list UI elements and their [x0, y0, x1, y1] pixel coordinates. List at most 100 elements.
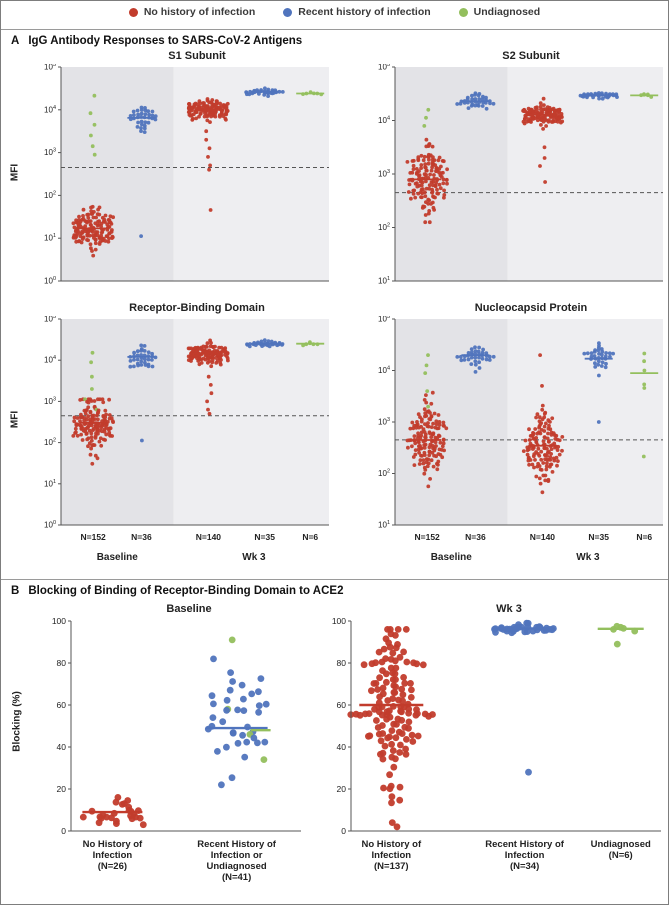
subplot-s1: S1 Subunit 100 101 102 103 104 105	[27, 49, 333, 289]
svg-text:103: 103	[378, 417, 390, 427]
svg-text:Infection: Infection	[372, 850, 412, 861]
green-dot-icon	[458, 7, 468, 17]
chart-nucleocapsid: 101 102 103 104 105 N=152 N=36 N=140 N=35 N=6 Base…	[378, 314, 663, 563]
red-dot-icon	[128, 7, 138, 17]
svg-text:Undiagnosed: Undiagnosed	[591, 839, 651, 850]
svg-text:Infection: Infection	[505, 850, 545, 861]
svg-text:105: 105	[378, 316, 390, 324]
svg-text:Infection or: Infection or	[211, 850, 263, 861]
legend-item-no-history: No history of infection	[128, 6, 256, 18]
svg-text:105: 105	[44, 64, 56, 72]
divider-middle	[1, 579, 668, 580]
panel-b-header: B Blocking of Binding of Receptor-Bindin…	[11, 585, 343, 597]
subplot-rbd: Receptor-Binding Domain 100 101 102 103 104 1…	[27, 301, 333, 579]
subplot-blocking-baseline: Baseline 0 20 40 60 80 100 No History of Infect…	[35, 602, 307, 898]
legend: No history of infection Recent history o…	[1, 6, 668, 18]
svg-text:0: 0	[341, 826, 346, 836]
svg-text:N=6: N=6	[302, 532, 318, 542]
svg-text:N=36: N=36	[131, 532, 152, 542]
subplot-blocking-wk3: Wk 3 0 20 40 60 80 100 No History of Infection(…	[317, 602, 667, 898]
chart-rbd: 100 101 102 103 104 105 N=152 N=36 N=140 N=35 N=6 B…	[44, 314, 329, 563]
svg-text:80: 80	[337, 658, 347, 668]
svg-text:N=152: N=152	[415, 532, 441, 542]
svg-text:101: 101	[44, 479, 56, 489]
subplot-title: Wk 3	[496, 603, 522, 615]
svg-text:N=140: N=140	[530, 532, 556, 542]
svg-text:Baseline: Baseline	[431, 552, 473, 563]
panel-b-title: Blocking of Binding of Receptor-Binding …	[28, 585, 344, 597]
svg-text:102: 102	[378, 223, 390, 233]
legend-item-undiagnosed: Undiagnosed	[458, 6, 541, 18]
svg-text:103: 103	[378, 169, 390, 179]
svg-text:(N=41): (N=41)	[222, 872, 251, 883]
svg-text:100: 100	[332, 617, 346, 626]
svg-text:102: 102	[44, 190, 56, 200]
svg-text:40: 40	[57, 742, 67, 752]
svg-text:No History of: No History of	[361, 839, 421, 850]
chart-s1: 100 101 102 103 104 105	[44, 62, 329, 286]
svg-text:Baseline: Baseline	[97, 552, 139, 563]
svg-text:(N=6): (N=6)	[609, 850, 633, 861]
legend-label: Recent history of infection	[298, 6, 431, 18]
svg-text:104: 104	[44, 105, 56, 115]
y-axis-label-mfi-top: MFI	[9, 163, 21, 182]
subplot-title: Baseline	[166, 603, 212, 615]
subplot-title: Nucleocapsid Protein	[474, 302, 588, 314]
legend-label: No history of infection	[143, 6, 256, 18]
svg-text:(N=26): (N=26)	[98, 861, 127, 872]
svg-text:60: 60	[337, 700, 347, 710]
svg-text:(N=34): (N=34)	[510, 861, 539, 872]
svg-text:Recent History of: Recent History of	[197, 839, 276, 850]
legend-item-recent-history: Recent history of infection	[283, 6, 431, 18]
svg-text:104: 104	[44, 355, 56, 365]
divider-top	[1, 29, 668, 30]
svg-text:N=35: N=35	[588, 532, 609, 542]
svg-text:N=6: N=6	[636, 532, 652, 542]
svg-text:101: 101	[378, 276, 390, 284]
y-axis-label-blocking: Blocking (%)	[11, 691, 23, 752]
svg-text:60: 60	[57, 700, 67, 710]
subplot-title: Receptor-Binding Domain	[129, 302, 265, 314]
svg-text:80: 80	[57, 658, 67, 668]
panel-a-letter: A	[11, 35, 20, 47]
svg-text:Wk 3: Wk 3	[576, 552, 600, 563]
svg-text:Undiagnosed: Undiagnosed	[207, 861, 267, 872]
svg-text:103: 103	[44, 148, 56, 158]
svg-text:101: 101	[44, 233, 56, 243]
panel-a-header: A IgG Antibody Responses to SARS-CoV-2 A…	[11, 35, 302, 47]
svg-text:N=36: N=36	[465, 532, 486, 542]
chart-s2: 101 102 103 104 105	[378, 62, 663, 286]
svg-text:104: 104	[378, 116, 390, 126]
svg-text:40: 40	[337, 742, 347, 752]
chart-blocking-baseline: 0 20 40 60 80 100 No History ofInfection(N=26)…	[52, 616, 301, 883]
svg-text:20: 20	[57, 784, 67, 794]
svg-text:No History of: No History of	[83, 839, 143, 850]
subplot-title: S1 Subunit	[168, 50, 226, 62]
svg-text:(N=137): (N=137)	[374, 861, 409, 872]
svg-text:20: 20	[337, 784, 347, 794]
legend-label: Undiagnosed	[473, 6, 541, 18]
svg-text:100: 100	[44, 276, 56, 284]
panel-a-title: IgG Antibody Responses to SARS-CoV-2 Ant…	[28, 35, 303, 47]
svg-text:102: 102	[44, 438, 56, 448]
svg-text:Infection: Infection	[93, 850, 133, 861]
panel-b-letter: B	[11, 585, 20, 597]
svg-text:N=152: N=152	[81, 532, 107, 542]
svg-text:104: 104	[378, 366, 390, 376]
svg-text:N=140: N=140	[196, 532, 222, 542]
svg-text:0: 0	[61, 826, 66, 836]
svg-text:Recent History of: Recent History of	[485, 839, 564, 850]
svg-text:N=35: N=35	[254, 532, 275, 542]
svg-text:100: 100	[52, 617, 66, 626]
svg-text:Wk 3: Wk 3	[242, 552, 266, 563]
svg-text:105: 105	[44, 316, 56, 324]
subplot-s2: S2 Subunit 101 102 103 104 105	[361, 49, 667, 289]
subplot-nucleocapsid: Nucleocapsid Protein 101 102 103 104 105 N=15…	[361, 301, 667, 579]
y-axis-label-mfi-bottom: MFI	[9, 410, 21, 429]
svg-text:100: 100	[44, 520, 56, 530]
blue-dot-icon	[283, 7, 293, 17]
svg-text:102: 102	[378, 469, 390, 479]
svg-text:103: 103	[44, 396, 56, 406]
